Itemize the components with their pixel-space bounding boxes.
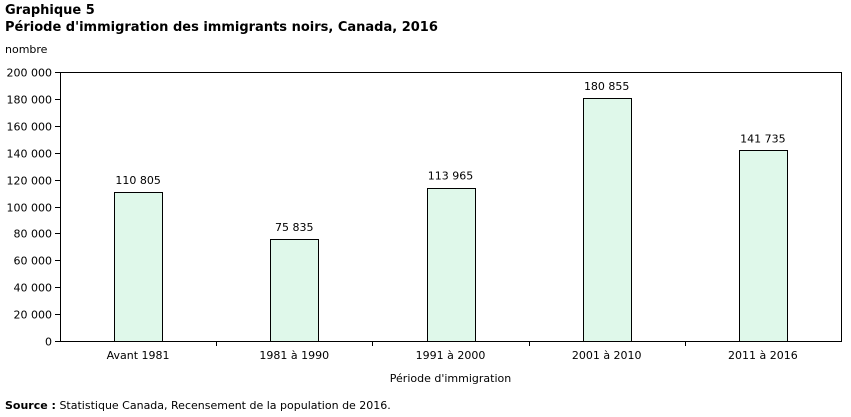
- x-tick-label: 2001 à 2010: [572, 349, 642, 362]
- y-tick-label: 40 000: [14, 282, 53, 295]
- y-tick-label: 140 000: [7, 148, 53, 161]
- x-tick-label: Avant 1981: [107, 349, 170, 362]
- bar-value-label: 110 805: [115, 174, 161, 187]
- bar: [114, 192, 163, 342]
- source-label: Source :: [5, 399, 56, 412]
- bar-value-label: 113 965: [428, 170, 474, 183]
- y-tick-label: 20 000: [14, 309, 53, 322]
- y-axis-unit-label: nombre: [5, 43, 48, 56]
- bar: [270, 239, 319, 342]
- bar-value-label: 75 835: [275, 221, 314, 234]
- x-tick-label: 2011 à 2016: [728, 349, 798, 362]
- x-tick-label: 1991 à 2000: [416, 349, 486, 362]
- source-text: Statistique Canada, Recensement de la po…: [59, 399, 391, 412]
- bar: [739, 150, 788, 342]
- bar-value-label: 141 735: [740, 132, 786, 145]
- bar: [583, 98, 632, 342]
- y-tick-label: 100 000: [7, 202, 53, 215]
- source-note: Source : Statistique Canada, Recensement…: [5, 399, 391, 412]
- y-tick-label: 60 000: [14, 255, 53, 268]
- x-axis-title: Période d'immigration: [389, 372, 512, 385]
- y-tick-label: 180 000: [7, 94, 53, 107]
- y-tick-label: 200 000: [7, 67, 53, 80]
- x-tick-label: 1981 à 1990: [259, 349, 329, 362]
- y-tick-label: 120 000: [7, 175, 53, 188]
- y-tick-label: 80 000: [14, 228, 53, 241]
- y-tick-label: 160 000: [7, 121, 53, 134]
- bar-value-label: 180 855: [584, 80, 630, 93]
- bar: [427, 188, 476, 342]
- y-tick-label: 0: [45, 336, 52, 349]
- graph-number: Graphique 5: [5, 3, 95, 18]
- chart-title: Période d'immigration des immigrants noi…: [5, 20, 438, 35]
